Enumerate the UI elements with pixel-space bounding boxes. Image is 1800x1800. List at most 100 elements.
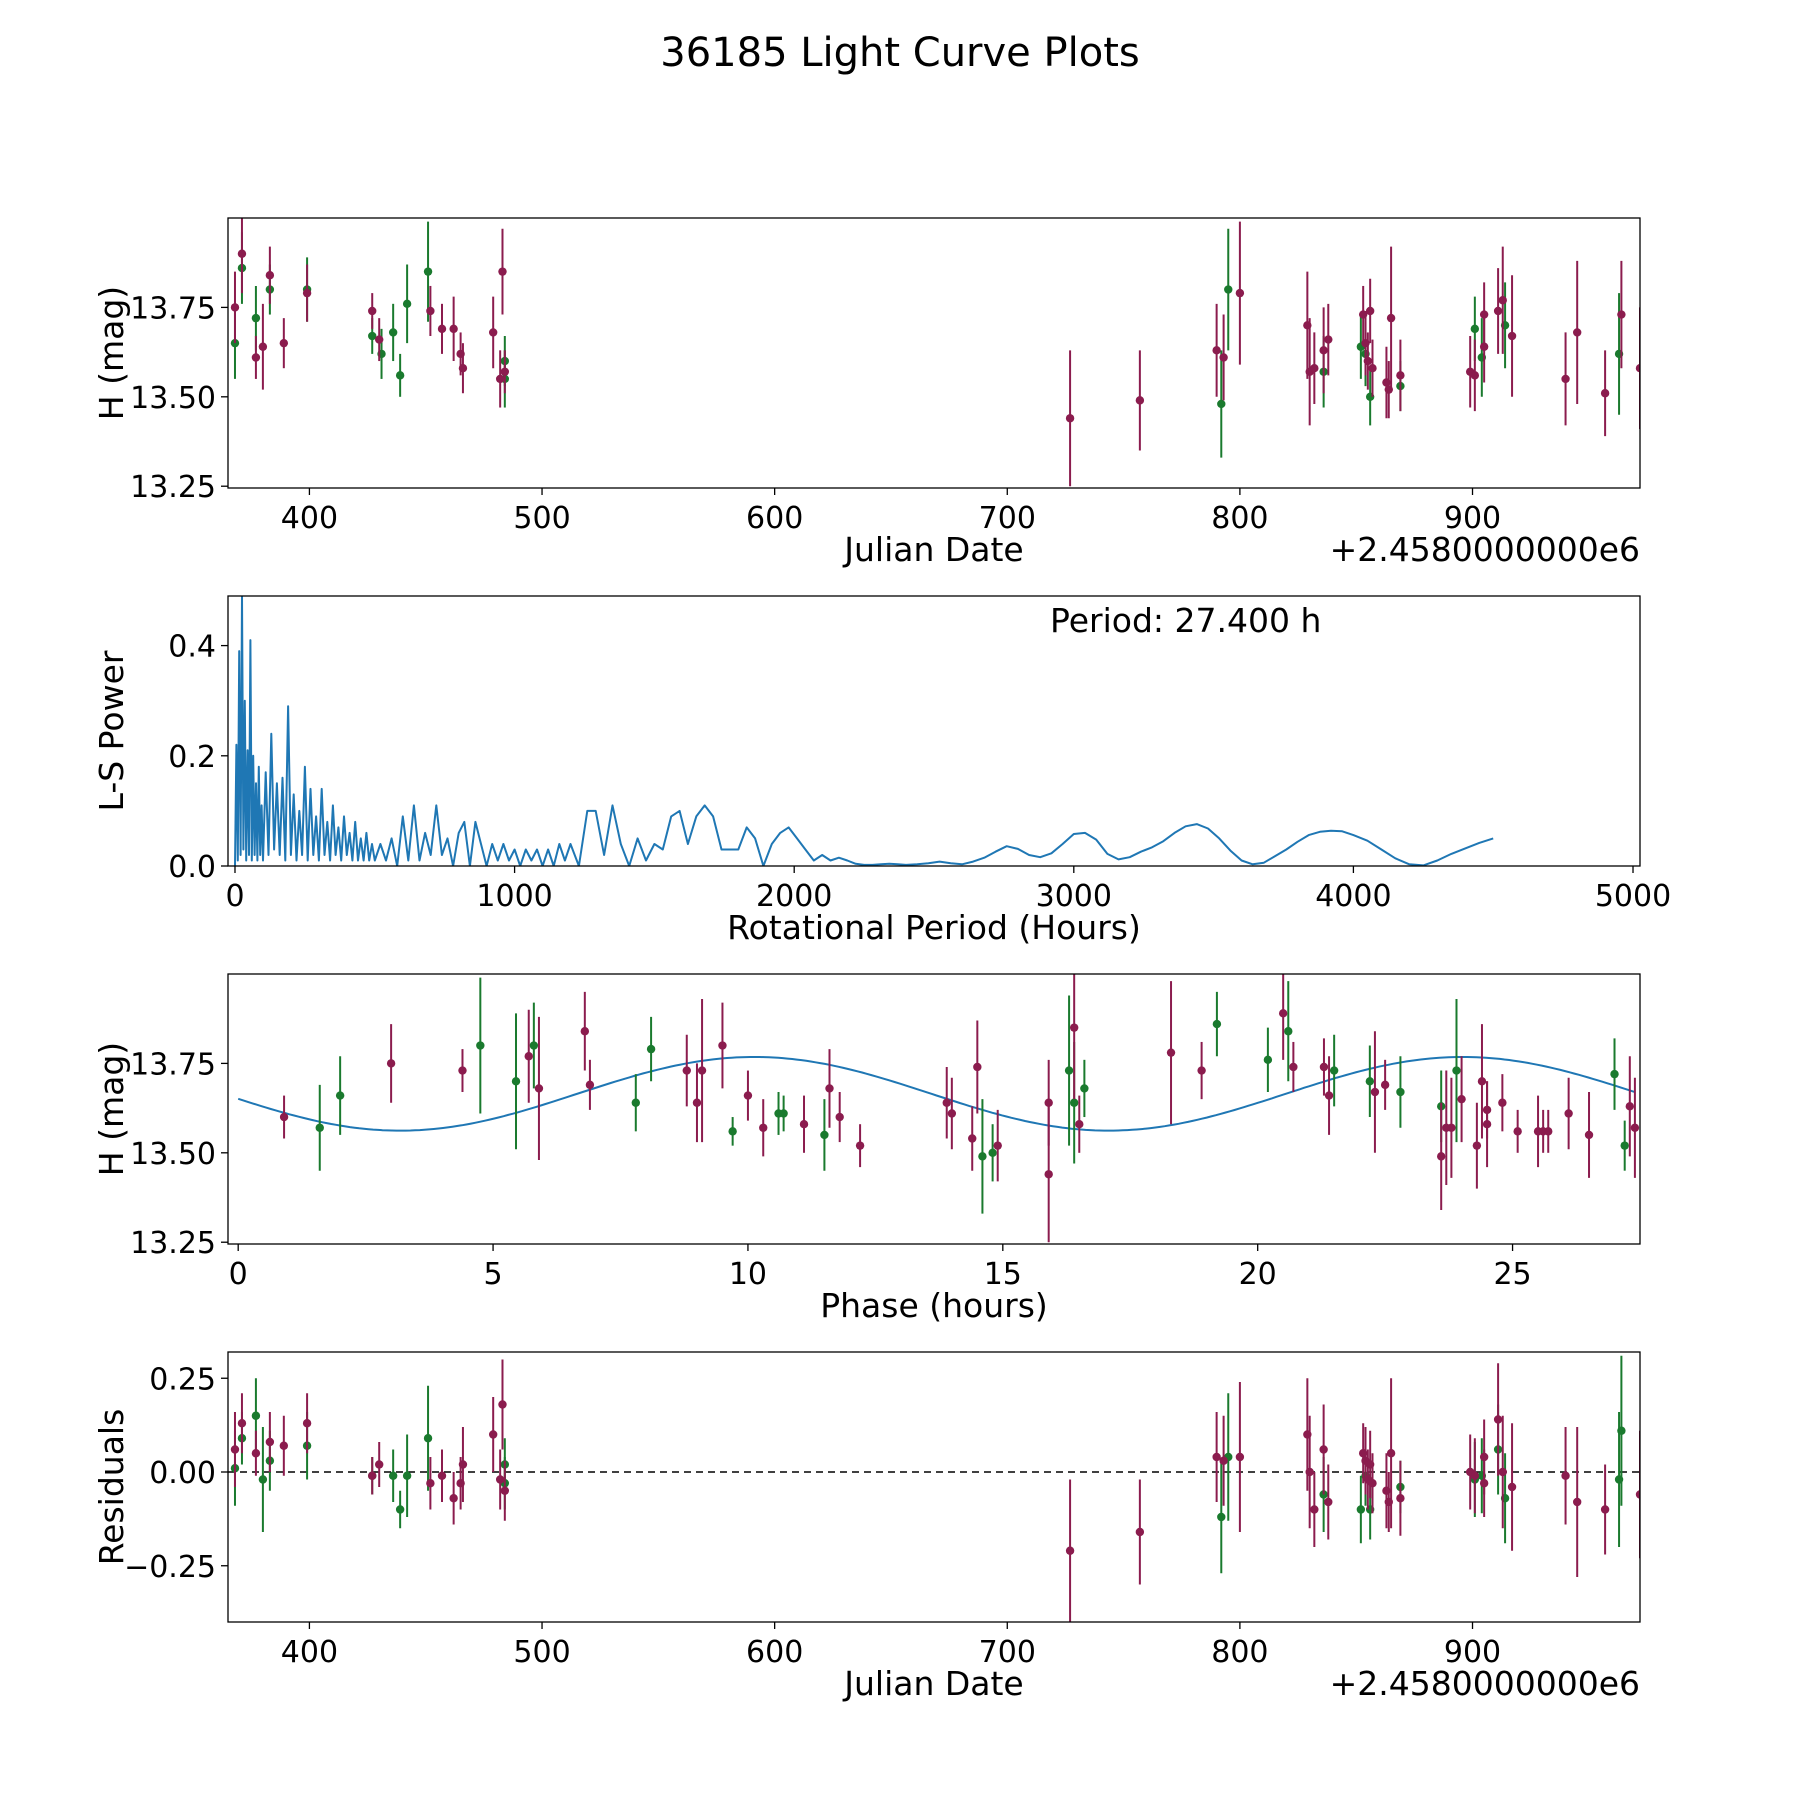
data-point-r [495, 374, 505, 384]
data-point-r [1572, 1497, 1582, 1507]
axes-frame [227, 595, 1641, 867]
data-point-g [1617, 1426, 1626, 1435]
data-point-r [1386, 1449, 1396, 1458]
data-point-r [1365, 306, 1375, 316]
data-point-r [279, 1441, 289, 1450]
data-point-r [1507, 1482, 1517, 1492]
data-point-r [697, 1066, 707, 1075]
data-point-r [1324, 1497, 1333, 1507]
data-point-r [1482, 1105, 1492, 1115]
x-tick-label: 0 [229, 1257, 248, 1292]
data-point-r [1368, 1479, 1377, 1488]
data-point-r [1479, 1479, 1489, 1488]
data-point-r [1396, 371, 1405, 380]
data-point-r [375, 335, 384, 344]
data-point-r [1212, 346, 1221, 355]
data-point-g [251, 313, 261, 323]
data-point-r [759, 1123, 768, 1132]
data-point-r [1498, 1467, 1507, 1477]
data-point-r [993, 1141, 1002, 1150]
data-point-r [718, 1041, 727, 1050]
x-tick-label: 4000 [1315, 879, 1391, 914]
data-point-r [449, 1494, 458, 1503]
data-point-g [511, 1077, 521, 1086]
data-point-r [1065, 414, 1075, 423]
y-axis-label: L-S Power [92, 650, 131, 811]
data-point-r [1470, 1471, 1480, 1480]
data-point-g [631, 1098, 640, 1107]
data-point-r [1310, 363, 1319, 373]
figure-title: 36185 Light Curve Plots [660, 30, 1139, 76]
data-point-r [1368, 363, 1377, 373]
y-tick-label: 13.75 [130, 291, 216, 326]
data-point-r [265, 271, 275, 280]
x-axis-label: Julian Date [842, 530, 1024, 569]
data-point-r [279, 338, 289, 348]
data-point-g [1080, 1084, 1089, 1093]
data-point-g [646, 1044, 656, 1054]
data-point-r [386, 1059, 396, 1068]
data-point-r [968, 1134, 977, 1143]
data-point-r [230, 1445, 240, 1454]
data-point-g [395, 371, 405, 380]
y-tick-label: 13.75 [130, 1047, 216, 1082]
data-point-r [1197, 1066, 1206, 1075]
data-point-r [1135, 1527, 1145, 1537]
x-tick-label: 800 [1211, 501, 1268, 536]
x-tick-label: 700 [979, 501, 1036, 536]
data-point-r [947, 1109, 957, 1118]
data-point-g [779, 1109, 788, 1118]
data-point-g [1217, 399, 1226, 409]
data-point-r [368, 306, 377, 316]
data-point-r [437, 324, 447, 334]
x-tick-label: 15 [984, 1257, 1022, 1292]
data-point-r [1135, 396, 1145, 405]
x-offset-text: +2.4580000000e6 [1330, 1664, 1640, 1703]
data-point-r [1617, 310, 1626, 319]
y-tick-label: 0.00 [149, 1456, 216, 1491]
data-point-r [498, 1400, 507, 1409]
data-point-r [692, 1098, 702, 1107]
phase-curve-panel: 0 5 10 15 20 25 13.25 13.50 13.75 Phase (hours) H … [92, 973, 1641, 1325]
light-curve-panel: 400 500 600 700 800 900 13.25 13.50 13.75 Julian … [92, 217, 1641, 569]
model-fit-curve [237, 1056, 1636, 1132]
data-point-r [973, 1062, 982, 1072]
plot-data [228, 1355, 1640, 1622]
data-point-g [368, 331, 377, 341]
x-tick-label: 10 [729, 1257, 767, 1292]
data-point-g [315, 1123, 324, 1132]
data-point-g [978, 1152, 987, 1161]
data-point-r [426, 306, 435, 316]
data-point-r [580, 1027, 590, 1036]
x-tick-label: 20 [1239, 1257, 1277, 1292]
data-point-r [1386, 313, 1396, 323]
data-point-r [237, 249, 247, 258]
data-point-g [423, 1434, 433, 1443]
data-point-r [1635, 1490, 1640, 1499]
data-point-g [1470, 324, 1480, 334]
axes-frame [227, 973, 1641, 1245]
data-point-g [423, 267, 433, 276]
data-point-r [1370, 1087, 1380, 1097]
data-point-r [488, 1430, 498, 1439]
x-tick-label: 5000 [1595, 879, 1671, 914]
data-point-g [476, 1041, 485, 1050]
x-tick-label: 600 [746, 501, 803, 536]
data-point-r [534, 1084, 544, 1093]
data-point-r [1564, 1109, 1573, 1118]
data-point-r [426, 1479, 435, 1488]
data-point-r [1235, 1452, 1245, 1462]
data-point-r [1561, 374, 1570, 384]
data-point-r [458, 1066, 467, 1075]
data-point-r [1513, 1127, 1522, 1136]
data-point-r [1470, 371, 1480, 380]
axes-frame [227, 217, 1641, 489]
x-axis-label: Julian Date [842, 1664, 1024, 1703]
data-point-r [1069, 1023, 1079, 1032]
axes-frame [227, 1351, 1641, 1623]
data-point-r [1498, 296, 1507, 305]
data-point-r [1472, 1141, 1482, 1150]
data-point-g [820, 1130, 829, 1140]
plot-data [230, 218, 1640, 487]
x-tick-label: 25 [1493, 1257, 1531, 1292]
